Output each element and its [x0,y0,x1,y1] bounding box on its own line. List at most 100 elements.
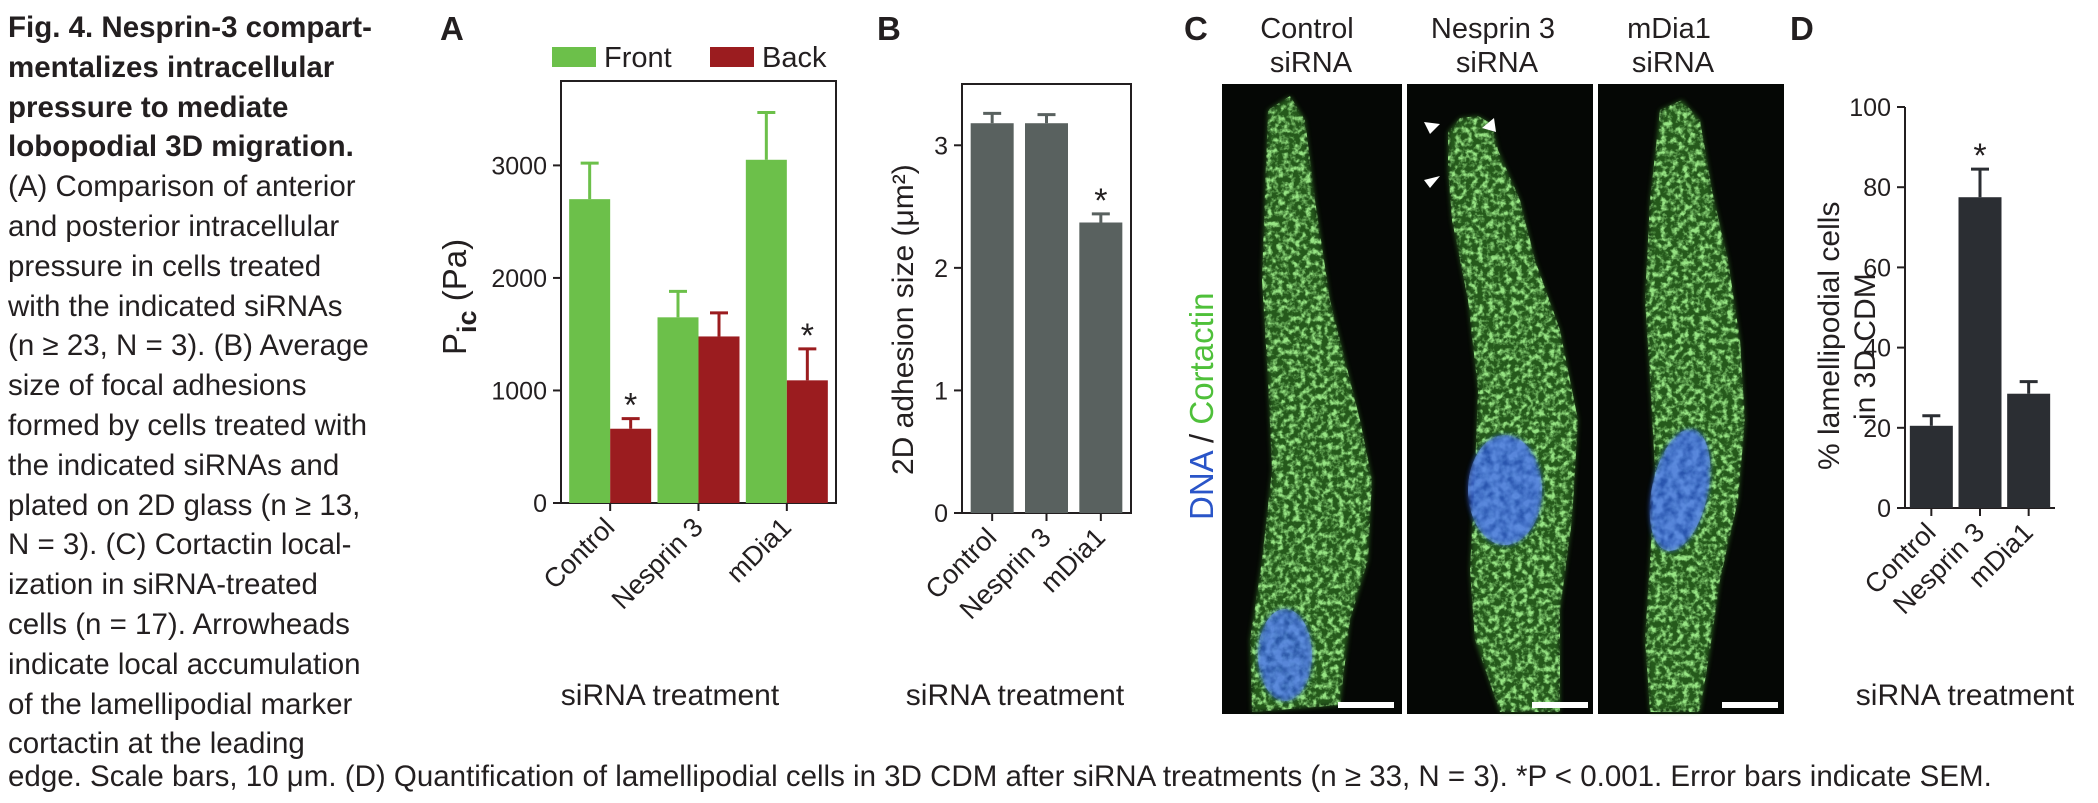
figure-caption: Fig. 4. Nesprin-3 compart- mentalizes in… [8,8,398,764]
x-axis-label: siRNA treatment [1856,679,2075,712]
micrograph-panel: DNA / Cortactin Control siRNA Nesprin 3 … [1183,13,1784,714]
caption-line: and posterior intracellular [8,209,340,243]
x-axis-label: siRNA treatment [906,679,1125,712]
caption-line: with the indicated siRNAs [8,289,343,323]
panel-label-d: D [1790,10,1814,47]
y-tick-label: 40 [1863,335,1891,363]
cell-mdia1-image [1645,100,1745,712]
y-axis-label: % lamellipodial cells [1813,202,1846,470]
micrograph-title-control: Control siRNA [1260,13,1362,79]
micrograph-title-line: siRNA [1270,47,1353,79]
y-tick-label: 60 [1863,254,1891,282]
legend-swatch-front [552,47,596,67]
bar-back [786,380,828,503]
micrograph-title-line: siRNA [1456,47,1539,79]
y-tick-label: 3 [934,132,948,160]
micrograph-control [1222,84,1402,714]
y-axis-label: Pic (Pa) [436,239,482,355]
stain-label: DNA / Cortactin [1183,293,1220,520]
y-tick-label: 3000 [491,152,547,180]
micrograph-title-line: Nesprin 3 [1431,13,1555,45]
legend-label: Back [762,42,827,74]
caption-line: pressure in cells treated [8,249,322,283]
micrograph-title-mdia1: mDia1 siRNA [1627,13,1719,79]
y-tick-label: 1000 [491,377,547,405]
y-tick-label: 1 [934,377,948,405]
y-axis-label-unit: (Pa) [436,239,473,311]
micrograph-title-nesprin3: Nesprin 3 siRNA [1431,13,1563,79]
significance-marker: * [624,387,637,425]
y-tick-label: 0 [533,490,547,518]
caption-line: cortactin at the leading [8,727,305,761]
caption-body: (A) Comparison of anterior and posterior… [8,167,398,764]
bar-value [2007,393,2051,508]
x-tick-label: Control [538,512,621,595]
cell-control-image [1250,96,1372,712]
y-tick-label: 100 [1849,94,1891,122]
y-tick-label: 20 [1863,415,1891,443]
scale-bar [1532,702,1588,708]
legend-swatch-back [710,47,754,67]
bar-value [1025,123,1068,514]
stain-label-cortactin: Cortactin [1183,293,1220,425]
y-axis-label: in 3D CDM [1849,273,1882,420]
scale-bar [1722,702,1778,708]
bar-front [745,159,787,504]
y-axis-label-main: P [436,333,473,355]
significance-marker: * [801,317,814,355]
stain-label-dna: DNA [1183,450,1220,520]
arrowhead-icon [1424,118,1496,188]
y-tick-label: 2 [934,255,948,283]
caption-title-line: Fig. 4. Nesprin-3 compart- [8,11,372,44]
panel-label-c: C [1184,10,1208,47]
y-tick-label: 0 [1877,495,1891,523]
x-tick-label: Nesprin 3 [606,512,709,615]
x-axis-label: siRNA treatment [561,679,780,712]
caption-line: N = 3). (C) Cortactin local- [8,528,352,562]
caption-title-line: lobopodial 3D migration. [8,130,354,164]
y-tick-label: 0 [934,500,948,528]
micrograph-mdia1 [1598,84,1784,714]
y-axis-label-subscript: ic [452,310,482,333]
significance-marker: * [1973,137,1986,175]
caption-line: size of focal adhesions [8,369,307,403]
significance-marker: * [1094,182,1107,220]
bar-value [1079,222,1123,513]
caption-line: indicate local accumulation [8,647,361,681]
x-tick-label: mDia1 [721,512,797,588]
caption-title-line: mentalizes intracellular [8,50,335,84]
caption-line: of the lamellipodial marker [8,687,353,721]
panel-label-b: B [877,10,901,47]
caption-line: (n ≥ 23, N = 3). (B) Average [8,329,369,363]
y-tick-label: 80 [1863,174,1891,202]
caption-line: plated on 2D glass (n ≥ 13, [8,488,361,522]
bar-value [1909,425,1953,508]
legend-label: Front [604,42,672,74]
bar-value [970,123,1014,514]
micrograph-title-line: mDia1 [1627,13,1711,45]
micrograph-title-line: siRNA [1632,47,1715,79]
panel-label-a: A [440,10,464,47]
caption-line: formed by cells treated with [8,408,368,442]
bar-front [569,199,611,503]
caption-line: ization in siRNA-treated [8,568,318,602]
bar-back [610,428,652,503]
caption-line: cells (n = 17). Arrowheads [8,607,350,641]
caption-line: (A) Comparison of anterior [8,170,356,204]
micrograph-nesprin3 [1407,84,1593,714]
y-axis-label: 2D adhesion size (μm²) [887,164,920,475]
caption-bottom-line: edge. Scale bars, 10 μm. (D) Quantificat… [8,760,1992,793]
cell-nesprin3-image [1448,116,1578,712]
micrograph-title-line: Control [1260,13,1354,45]
caption-line: the indicated siRNAs and [8,448,340,482]
caption-title-line: pressure to mediate [8,90,289,124]
bar-value [1958,197,2002,508]
scale-bar [1338,702,1394,708]
y-tick-label: 2000 [491,265,547,293]
bar-back [698,336,740,503]
bar-front [657,317,699,503]
